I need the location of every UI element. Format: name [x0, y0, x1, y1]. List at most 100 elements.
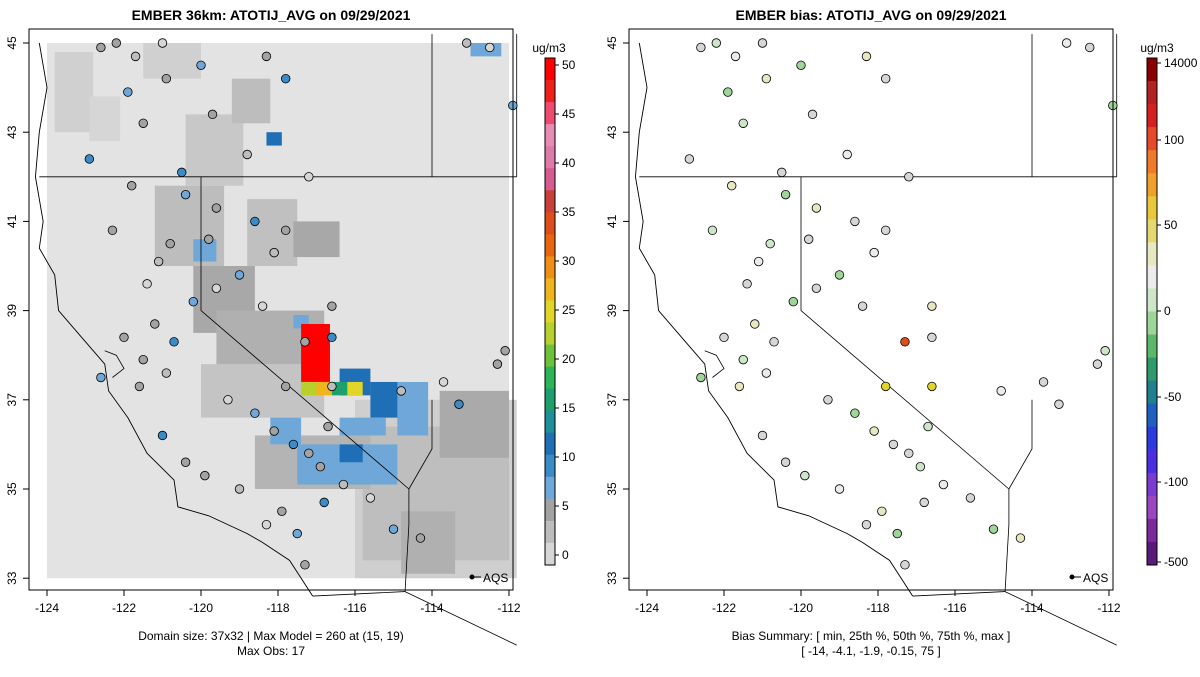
y-tick-label: 45 [5, 36, 19, 50]
colorbar-swatch [1147, 81, 1157, 105]
colorbar-swatch [545, 432, 555, 456]
bias-point [888, 439, 899, 450]
colorbar-swatch [545, 476, 555, 500]
monitor-point [323, 421, 333, 432]
colorbar-swatch [1147, 219, 1157, 243]
monitor-point [200, 470, 210, 481]
colorbar-swatch [545, 58, 555, 81]
grid-cell [301, 381, 317, 396]
left-x-axis: -124 -122 -120 -118 -116 -114 -112 [35, 590, 521, 615]
left-chart-title: EMBER 36km: ATOTIJ_AVG on 09/29/2021 [132, 7, 411, 23]
monitor-point [223, 395, 233, 405]
colorbar-swatch [545, 520, 555, 544]
state-border [408, 399, 433, 490]
grid-cell [439, 390, 509, 458]
grid-cell [347, 381, 363, 396]
colorbar-swatch [545, 388, 555, 412]
bias-point [753, 256, 764, 267]
monitor-point [250, 216, 260, 227]
colorbar-label: 100 [1164, 133, 1184, 147]
colorbar-swatch [1147, 265, 1157, 289]
right-aqs-label: AQS [1083, 571, 1108, 585]
monitor-point [438, 377, 449, 387]
monitor-point [396, 386, 406, 396]
colorbar-swatch [545, 168, 555, 191]
colorbar-swatch [545, 234, 555, 257]
bias-point [711, 38, 722, 48]
monitor-point [207, 109, 218, 120]
y-tick-label: 33 [605, 571, 619, 585]
colorbar-swatch [545, 454, 555, 478]
monitor-point [327, 381, 337, 392]
colorbar-swatch [545, 278, 555, 301]
bias-point [788, 296, 799, 307]
bias-point [780, 189, 791, 200]
bias-point [811, 203, 822, 213]
y-tick-label: 35 [605, 482, 619, 496]
model-grid-cells [47, 43, 517, 579]
monitor-point [415, 533, 426, 543]
monitor-point [180, 189, 191, 200]
grid-cell [266, 132, 282, 146]
colorbar-label: 45 [562, 107, 576, 121]
y-tick-label: 45 [605, 36, 619, 50]
bias-point [861, 51, 872, 62]
bias-point [750, 319, 760, 329]
monitor-point [107, 225, 118, 236]
colorbar-label: 25 [562, 303, 576, 317]
colorbar-label: 30 [562, 254, 576, 268]
colorbar-swatch [1147, 380, 1157, 405]
bias-point [927, 381, 937, 392]
colorbar-swatch [1147, 288, 1157, 312]
grid-cell [143, 43, 201, 79]
colorbar-swatch [1147, 541, 1157, 566]
bias-point [777, 167, 787, 178]
monitor-point [319, 497, 329, 508]
state-border [404, 591, 517, 646]
bias-point [684, 154, 695, 164]
bias-point [1092, 359, 1103, 369]
colorbar-swatch [545, 344, 555, 368]
colorbar-swatch [545, 102, 555, 125]
grid-cell [370, 381, 402, 418]
right-plot-frame [628, 28, 1114, 591]
right-footer-line2: [ -14, -4.1, -1.9, -0.15, 75 ] [801, 644, 940, 658]
monitor-point [242, 149, 252, 160]
bias-point [1085, 42, 1095, 53]
monitor-point [84, 154, 95, 164]
bias-point [965, 493, 976, 503]
monitor-point [292, 528, 302, 539]
right-colorbar-unit: ug/m3 [1140, 41, 1174, 55]
monitor-point [196, 60, 206, 71]
concentration-map-panel: EMBER 36km: ATOTIJ_AVG on 09/29/2021 -12… [5, 7, 576, 658]
y-tick-label: 37 [5, 393, 19, 407]
colorbar-swatch [545, 322, 555, 346]
monitor-point [281, 381, 291, 392]
monitor-point [157, 430, 168, 441]
monitor-point [177, 167, 187, 178]
coastline [34, 42, 314, 597]
y-tick-label: 43 [605, 125, 619, 139]
bias-point [869, 247, 879, 258]
x-tick-label: -122 [712, 601, 736, 615]
bias-point [869, 426, 879, 436]
bias-point [1015, 533, 1026, 543]
bias-point [1038, 377, 1049, 387]
left-footer-line1: Domain size: 37x32 | Max Model = 260 at … [138, 629, 404, 643]
bias-point [923, 421, 933, 432]
monitor-point [134, 381, 145, 392]
colorbar-swatch [545, 410, 555, 434]
colorbar-swatch [545, 212, 555, 235]
colorbar-label: 50 [562, 58, 576, 72]
colorbar-label: 40 [562, 156, 576, 170]
bias-point [927, 332, 937, 343]
bias-point [892, 528, 902, 539]
bias-point [780, 457, 791, 467]
monitor-point [461, 38, 472, 48]
state-border [312, 591, 406, 597]
colorbar-label: -500 [1164, 555, 1188, 569]
monitor-point [300, 560, 310, 570]
grid-cell [339, 417, 386, 436]
monitor-point [365, 493, 376, 503]
bias-point [1061, 38, 1072, 48]
